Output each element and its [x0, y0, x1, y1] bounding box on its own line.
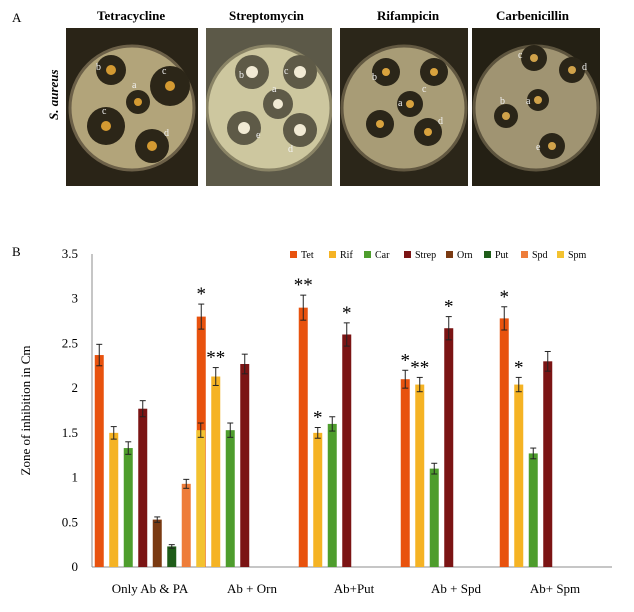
plate-title-streptomycin: Streptomycin [229, 8, 304, 23]
legend-swatch [446, 251, 453, 258]
bar [499, 318, 509, 567]
bar [94, 355, 104, 567]
bar [415, 384, 425, 567]
bar [211, 376, 221, 567]
well-label: d [438, 116, 443, 127]
bar [313, 432, 323, 567]
legend-swatch [557, 251, 564, 258]
legend-label: Spm [568, 250, 587, 261]
legend-swatch [521, 251, 528, 258]
well-label: c [102, 106, 107, 117]
well-label: b [96, 62, 101, 73]
y-tick-label: 3 [72, 291, 79, 306]
plate-title-rifampicin: Rifampicin [377, 8, 440, 23]
well-label: a [526, 96, 531, 107]
well-label: a [132, 80, 137, 91]
well-label: b [372, 72, 377, 83]
bar [109, 432, 119, 567]
plate-photo-tetracycline: b c a c d [66, 28, 198, 186]
bar [327, 423, 337, 567]
y-tick-label: 3.5 [62, 246, 78, 261]
well-label: d [582, 62, 587, 73]
well-label: c [284, 66, 289, 77]
significance-marker: ** [410, 357, 429, 378]
well-label: c [518, 50, 523, 61]
organism-label: S. aureus [46, 69, 61, 120]
significance-marker: * [313, 407, 323, 428]
y-tick-label: 2 [72, 380, 79, 395]
y-tick-label: 0 [72, 559, 79, 574]
bar [514, 384, 524, 567]
legend-label: Tet [301, 250, 314, 261]
significance-marker: * [197, 284, 207, 305]
significance-marker: * [342, 303, 352, 324]
well-label: e [256, 130, 261, 141]
well-label: a [398, 98, 403, 109]
legend-swatch [290, 251, 297, 258]
bar [240, 363, 250, 567]
bar [528, 453, 538, 567]
x-tick-label: Only Ab & PA [112, 581, 189, 596]
x-tick-label: Ab + Spd [431, 581, 481, 596]
well-label: c [162, 66, 167, 77]
bar [138, 408, 148, 567]
plate-title-carbenicillin: Carbenicillin [496, 8, 569, 23]
significance-marker: * [500, 287, 510, 308]
legend-label: Spd [532, 250, 548, 261]
bar [225, 430, 235, 567]
significance-marker: * [514, 357, 524, 378]
legend-label: Put [495, 250, 509, 261]
well-label: d [164, 128, 169, 139]
plate-photo-carbenicillin: c d a b e [472, 28, 600, 186]
legend-swatch [484, 251, 491, 258]
panel-b-label: B [12, 244, 21, 259]
plate-photo-streptomycin: b c a e d [206, 28, 332, 186]
legend-swatch [364, 251, 371, 258]
well-label: e [536, 142, 541, 153]
legend-label: Rif [340, 250, 353, 261]
bar [543, 361, 553, 567]
bar [152, 519, 162, 567]
legend-swatch [329, 251, 336, 258]
legend-label: Orn [457, 250, 473, 261]
legend-swatch [404, 251, 411, 258]
legend-label: Strep [415, 250, 436, 261]
well-label: a [272, 84, 277, 95]
well-label: c [422, 84, 427, 95]
bar [123, 448, 133, 567]
y-axis-label: Zone of inhibition in Cm [18, 346, 33, 476]
bar-chart: 0 0.5 1 1.5 2 2.5 3 3.5 Zone of inhibition in Cm… [18, 246, 612, 596]
panel-a-label: A [12, 10, 22, 25]
bar [429, 468, 439, 567]
significance-marker: ** [206, 348, 225, 369]
y-tick-label: 1 [72, 470, 79, 485]
legend-label: Car [375, 250, 390, 261]
bar [181, 483, 191, 567]
x-tick-label: Ab+Put [334, 581, 375, 596]
y-tick-label: 0.5 [62, 514, 78, 529]
significance-marker: * [444, 297, 454, 318]
bar [400, 379, 410, 567]
bar [167, 546, 177, 567]
x-tick-label: Ab+ Spm [530, 581, 580, 596]
plate-photo-rifampicin: b c a d [340, 28, 468, 186]
bar [196, 430, 206, 567]
bar [298, 307, 308, 567]
x-tick-label: Ab + Orn [227, 581, 277, 596]
well-label: b [239, 70, 244, 81]
bar [444, 328, 454, 567]
y-tick-label: 1.5 [62, 425, 78, 440]
significance-marker: ** [294, 275, 313, 296]
bar [342, 334, 352, 567]
y-tick-label: 2.5 [62, 335, 78, 350]
well-label: b [500, 96, 505, 107]
significance-marker: * [401, 350, 411, 371]
well-label: d [288, 144, 293, 155]
plate-title-tetracycline: Tetracycline [97, 8, 166, 23]
